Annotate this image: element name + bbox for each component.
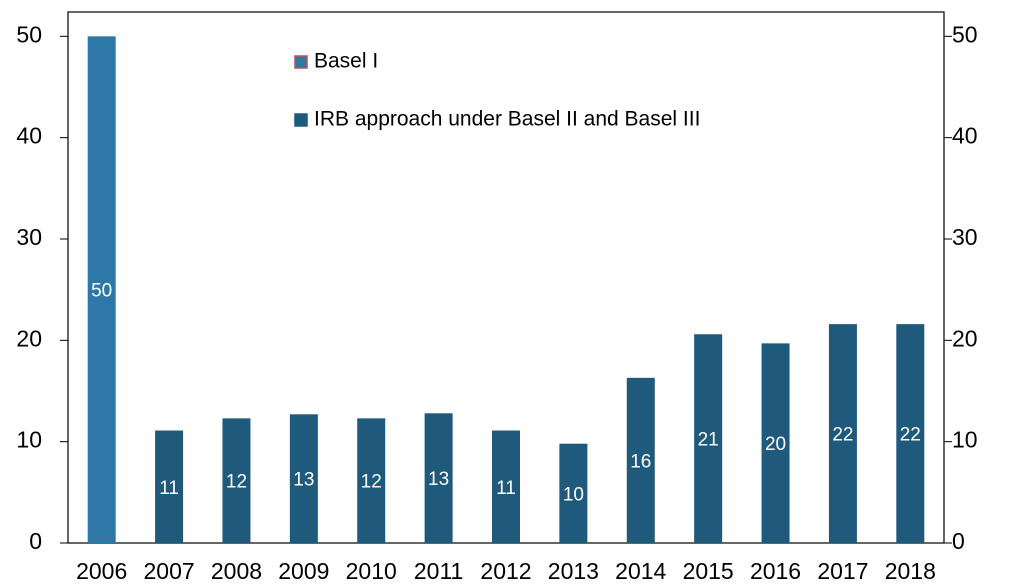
bar bbox=[424, 413, 453, 543]
x-tick-label: 2012 bbox=[480, 558, 531, 584]
y-tick-label: 20 bbox=[16, 325, 42, 351]
y-tick-label: 30 bbox=[16, 224, 42, 250]
data-label: 50 bbox=[91, 281, 112, 302]
bar bbox=[155, 430, 184, 543]
bar bbox=[694, 334, 723, 543]
x-tick-label: 2011 bbox=[414, 558, 463, 584]
data-label: 12 bbox=[226, 472, 247, 493]
bar bbox=[222, 418, 251, 543]
legend-swatch bbox=[294, 55, 308, 69]
y-tick-label: 10 bbox=[16, 427, 42, 453]
legend-swatch bbox=[294, 113, 308, 127]
data-label: 20 bbox=[765, 434, 786, 455]
data-label: 16 bbox=[630, 451, 651, 472]
bar bbox=[559, 443, 588, 543]
y2-tick-label: 20 bbox=[952, 325, 978, 351]
data-label: 22 bbox=[900, 425, 921, 446]
y-tick-label: 40 bbox=[16, 123, 42, 149]
x-tick-label: 2013 bbox=[548, 558, 599, 584]
y2-tick-label: 50 bbox=[952, 21, 978, 47]
bar bbox=[87, 36, 116, 543]
data-label: 21 bbox=[698, 430, 719, 451]
y2-tick-label: 30 bbox=[952, 224, 978, 250]
x-tick-label: 2018 bbox=[885, 558, 936, 584]
data-label: 11 bbox=[496, 478, 516, 499]
data-label: 10 bbox=[563, 484, 584, 505]
bar bbox=[492, 430, 520, 543]
legend-label: Basel I bbox=[314, 50, 378, 73]
y2-tick-label: 10 bbox=[952, 427, 978, 453]
x-tick-label: 2007 bbox=[143, 558, 194, 584]
x-tick-label: 2010 bbox=[346, 558, 397, 584]
x-tick-label: 2016 bbox=[750, 558, 801, 584]
x-tick-label: 2008 bbox=[211, 558, 262, 584]
y-tick-label: 0 bbox=[29, 528, 42, 554]
data-label: 11 bbox=[159, 478, 179, 499]
x-tick-label: 2014 bbox=[615, 558, 666, 584]
bar bbox=[761, 343, 790, 543]
y2-tick-label: 40 bbox=[952, 123, 978, 149]
bar bbox=[626, 377, 655, 543]
x-tick-label: 2009 bbox=[278, 558, 329, 584]
data-label: 13 bbox=[428, 469, 449, 490]
x-tick-label: 2017 bbox=[817, 558, 868, 584]
bar bbox=[828, 324, 857, 543]
bar bbox=[357, 418, 386, 543]
bar bbox=[896, 324, 925, 543]
data-label: 12 bbox=[361, 472, 382, 493]
y2-tick-label: 0 bbox=[952, 528, 965, 554]
data-label: 13 bbox=[293, 470, 314, 491]
x-tick-label: 2015 bbox=[683, 558, 734, 584]
y-tick-label: 50 bbox=[16, 21, 42, 47]
legend-label: IRB approach under Basel II and Basel II… bbox=[314, 108, 700, 131]
data-label: 22 bbox=[832, 425, 853, 446]
bar bbox=[289, 414, 318, 543]
x-tick-label: 2006 bbox=[76, 558, 127, 584]
